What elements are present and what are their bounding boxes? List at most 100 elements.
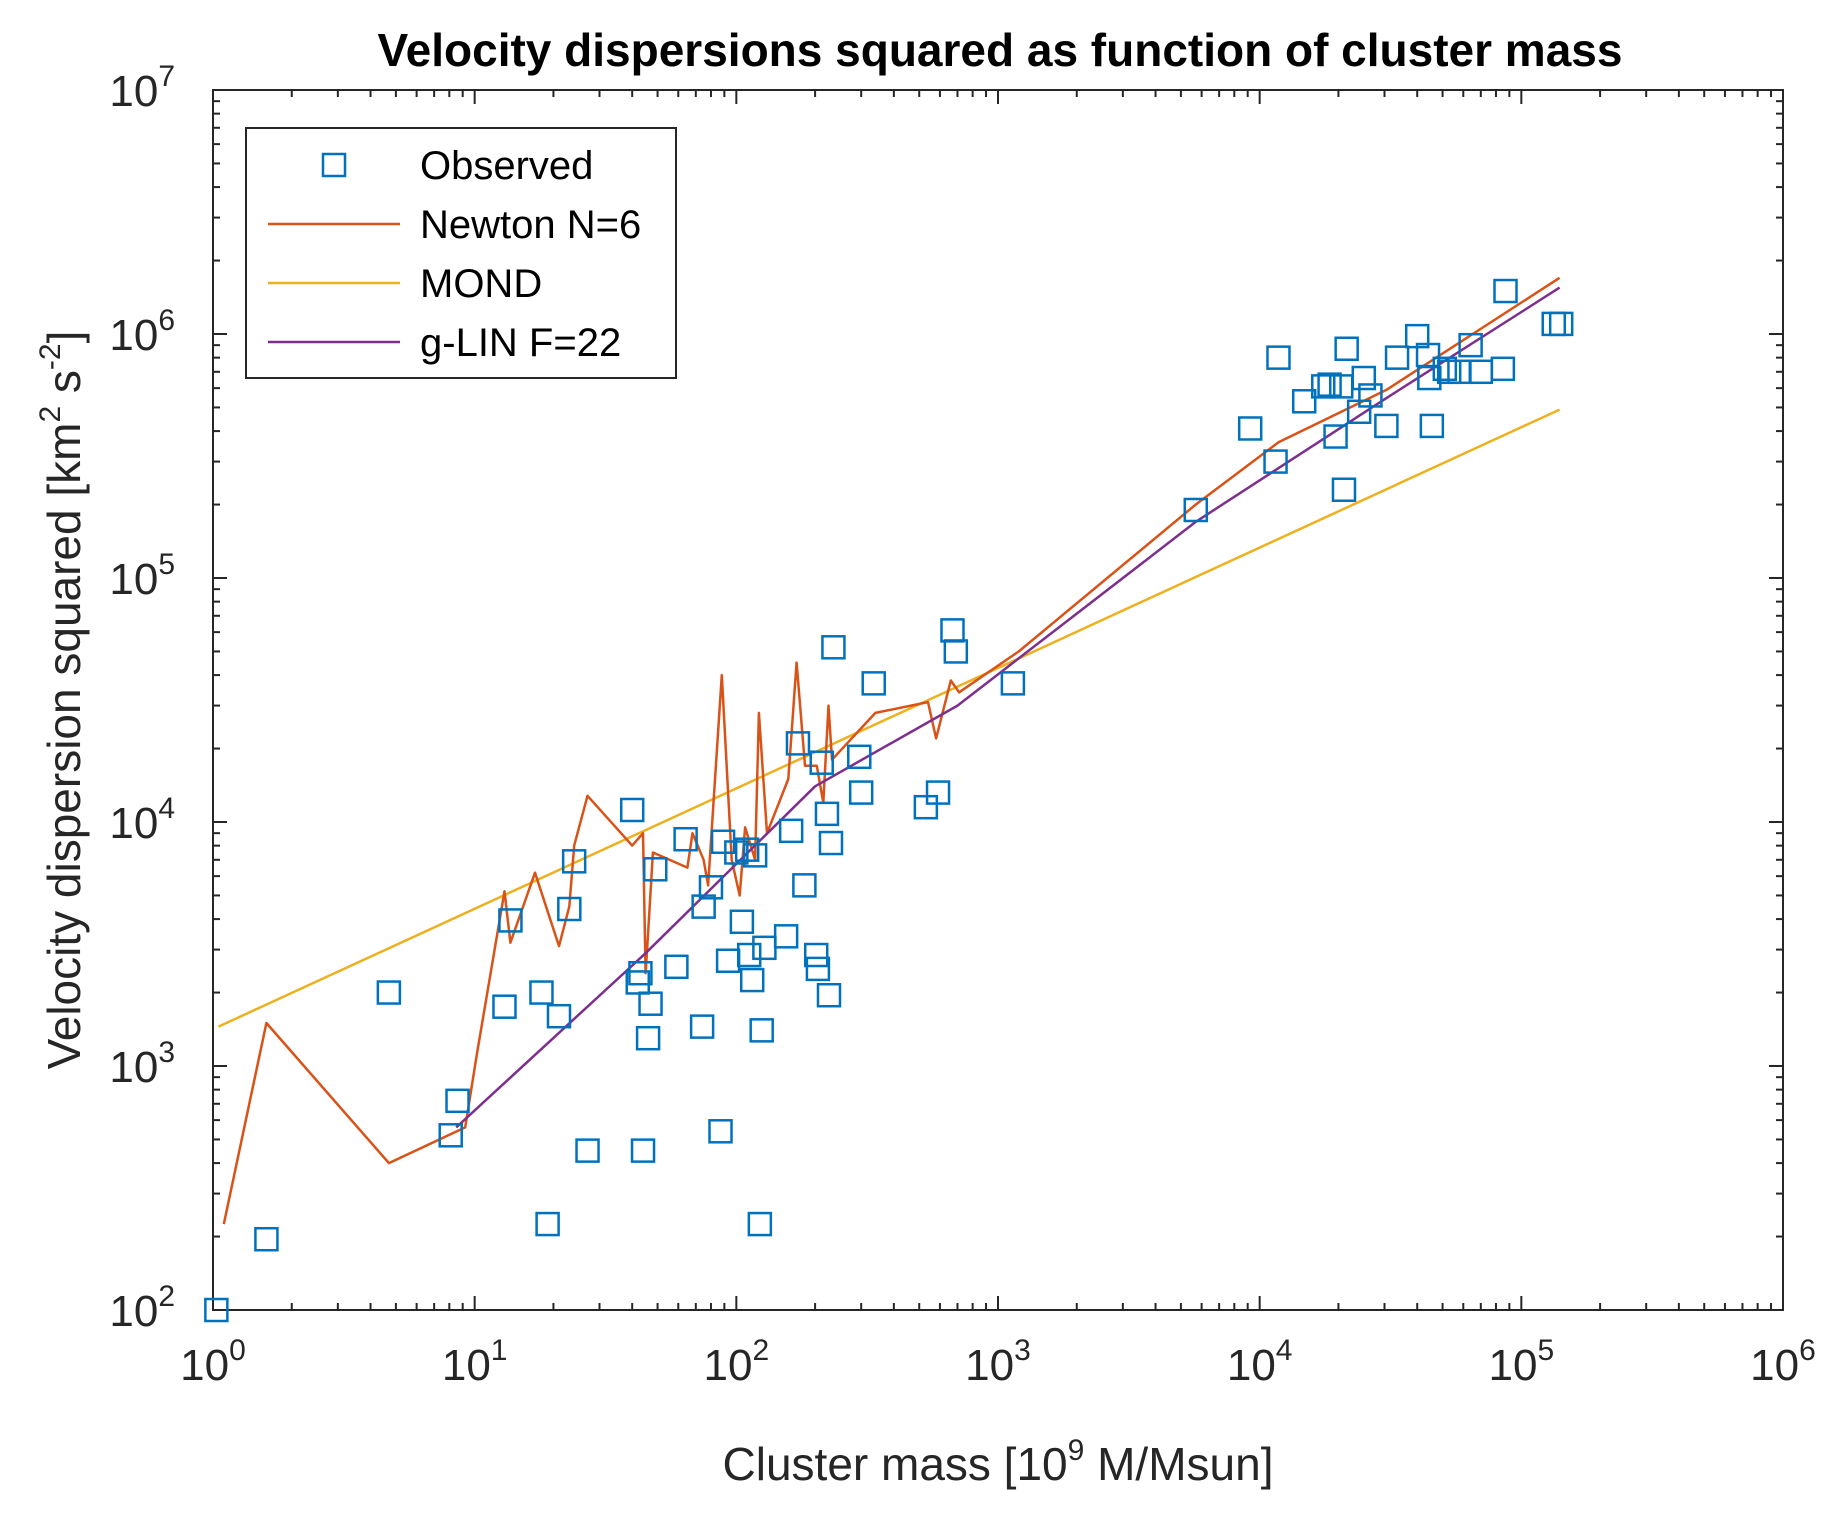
observed-point (739, 967, 765, 993)
x-axis-title: Cluster mass [109 M/Msun] (723, 1434, 1274, 1490)
x-tick-label: 101 (442, 1334, 508, 1390)
y-axis-title-mid: s (38, 370, 90, 406)
legend-label: g-LIN F=22 (420, 321, 621, 365)
y-axis-title-sup2: -2 (34, 343, 67, 370)
observed-point (773, 924, 799, 949)
observed-point (803, 942, 829, 968)
observed-point (638, 991, 663, 1016)
series-lines (217, 276, 1561, 1225)
observed-point (1311, 374, 1336, 399)
observed-point (742, 843, 768, 868)
observed-point (1419, 413, 1445, 439)
observed-point (818, 830, 844, 856)
legend: Observed Newton N=6 MOND g-LIN F=22 (245, 127, 677, 379)
observed-point (698, 875, 724, 900)
x-tick-label: 104 (1227, 1334, 1293, 1390)
observed-point (254, 1226, 279, 1252)
observed-point (643, 857, 668, 882)
series-line-g-lin-f-22 (455, 286, 1561, 1129)
x-tick-label: 103 (965, 1334, 1031, 1390)
observed-point (546, 1003, 572, 1029)
observed-point (736, 942, 762, 968)
x-axis-title-main: Cluster mass [10 (723, 1438, 1068, 1490)
observed-point (1417, 365, 1442, 391)
observed-point (492, 994, 517, 1019)
y-tick-label: 107 (109, 60, 175, 116)
observed-point (1291, 389, 1317, 414)
y-tick-label: 103 (109, 1036, 175, 1092)
observed-point (847, 744, 872, 770)
series-line-mond (217, 408, 1561, 1028)
observed-point (925, 780, 951, 805)
observed-point (1384, 345, 1410, 370)
observed-point (816, 982, 842, 1008)
observed-point (814, 801, 840, 827)
observed-point (943, 639, 969, 664)
observed-point (809, 750, 834, 775)
observed-point (625, 970, 651, 995)
observed-point (498, 908, 523, 933)
observed-point (673, 826, 698, 852)
y-axis-title-sup1: 2 (34, 406, 67, 423)
observed-point (1358, 383, 1383, 408)
axis-ticks (212, 89, 1784, 1311)
y-tick-labels: 102 103 104 105 106 107 (109, 60, 175, 1336)
observed-point (1334, 336, 1359, 362)
y-axis-title-rest: ] (38, 331, 90, 344)
observed-points (204, 278, 1574, 1323)
observed-point (792, 873, 817, 898)
observed-point (848, 780, 874, 805)
observed-point (664, 954, 689, 980)
observed-point (575, 1138, 600, 1163)
legend-box (245, 127, 677, 379)
observed-point (1266, 345, 1291, 370)
observed-point (821, 635, 846, 660)
observed-point (1432, 356, 1458, 382)
y-tick-label: 102 (109, 1280, 175, 1336)
observed-point (376, 980, 402, 1005)
observed-point (1183, 497, 1209, 523)
observed-point (1331, 477, 1357, 502)
observed-point (438, 1123, 463, 1148)
observed-point (1458, 332, 1483, 358)
x-tick-label: 105 (1489, 1334, 1555, 1390)
y-axis-title: Velocity dispersion squared [km2 s-2] (34, 331, 90, 1070)
observed-point (561, 849, 587, 874)
observed-point (749, 1018, 774, 1043)
x-tick-label: 100 (180, 1334, 246, 1390)
observed-point (1323, 424, 1348, 449)
x-tick-label: 102 (704, 1334, 770, 1390)
observed-point (1351, 365, 1377, 391)
observed-point (691, 894, 716, 919)
observed-point (635, 1025, 661, 1051)
observed-point (689, 1014, 715, 1039)
observed-point (1000, 671, 1026, 696)
observed-point (708, 1119, 733, 1144)
legend-label: Observed (420, 144, 593, 188)
observed-point (1548, 311, 1574, 337)
x-tick-labels: 100 101 102 103 104 105 106 (180, 1334, 1816, 1390)
legend-label: MOND (420, 262, 542, 306)
observed-point (557, 896, 582, 922)
observed-point (747, 1211, 773, 1237)
observed-point (734, 837, 760, 862)
observed-point (805, 956, 831, 982)
observed-point (778, 818, 804, 844)
legend-entries: Observed Newton N=6 MOND g-LIN F=22 (268, 144, 641, 365)
observed-point (1493, 278, 1518, 304)
observed-point (861, 671, 886, 696)
observed-point (204, 1297, 229, 1323)
observed-point (1237, 416, 1263, 441)
y-axis-title-main: Velocity dispersion squared [km (38, 423, 90, 1070)
legend-label: Newton N=6 (420, 203, 641, 247)
y-tick-label: 105 (109, 548, 175, 604)
observed-point (785, 731, 811, 756)
x-tick-label: 106 (1750, 1334, 1816, 1390)
series-line-newton-n-6 (222, 276, 1561, 1225)
observed-point (1490, 356, 1516, 382)
observed-point (630, 1138, 656, 1163)
observed-point (619, 797, 645, 823)
observed-point (535, 1211, 560, 1237)
y-tick-label: 106 (109, 304, 175, 360)
